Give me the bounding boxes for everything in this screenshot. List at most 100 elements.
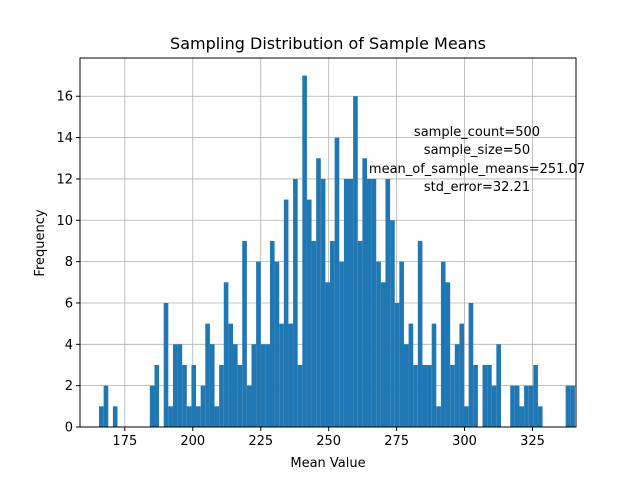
chart-title: Sampling Distribution of Sample Means bbox=[170, 34, 486, 53]
y-tick-label: 4 bbox=[65, 338, 73, 353]
x-tick-label: 325 bbox=[520, 434, 545, 449]
histogram-bar bbox=[570, 385, 575, 427]
histogram-bar bbox=[565, 385, 571, 427]
histogram-bar bbox=[177, 344, 183, 427]
histogram-bar bbox=[112, 406, 118, 427]
x-tick-label: 250 bbox=[316, 434, 341, 449]
histogram-bar bbox=[445, 282, 451, 427]
histogram-bar bbox=[514, 385, 520, 427]
histogram-bar bbox=[256, 261, 261, 427]
histogram-bar bbox=[334, 137, 340, 427]
histogram-bar bbox=[376, 261, 381, 427]
histogram-bar bbox=[454, 344, 460, 427]
histogram-bar bbox=[228, 323, 234, 427]
histogram-bar bbox=[367, 178, 372, 427]
y-tick-label: 6 bbox=[65, 296, 73, 311]
histogram-bar bbox=[537, 406, 543, 427]
y-tick-label: 16 bbox=[56, 90, 73, 105]
histogram-bar bbox=[357, 240, 363, 427]
histogram-bar bbox=[510, 385, 515, 427]
x-tick-label: 275 bbox=[384, 434, 409, 449]
histogram-bar bbox=[482, 364, 488, 427]
histogram-bar bbox=[237, 364, 243, 427]
histogram-bar bbox=[436, 406, 441, 427]
y-tick-label: 12 bbox=[56, 172, 73, 187]
stats-annotation: sample_count=500 sample_size=50 mean_of_… bbox=[369, 125, 585, 195]
histogram-bar bbox=[339, 261, 344, 427]
histogram-bar bbox=[154, 364, 160, 427]
histogram-bar bbox=[408, 323, 414, 427]
histogram-bar bbox=[186, 406, 192, 427]
histogram-bar bbox=[533, 364, 538, 427]
y-axis-ticks: 0 2 4 6 8 10 12 14 16 bbox=[56, 90, 80, 436]
histogram-bar bbox=[464, 406, 469, 427]
histogram-bar bbox=[149, 385, 155, 427]
histogram-bar bbox=[297, 364, 303, 427]
histogram-bar bbox=[283, 199, 289, 427]
histogram-bar bbox=[496, 344, 501, 427]
histogram-bar bbox=[306, 199, 312, 427]
histogram-bar bbox=[251, 344, 257, 427]
histogram-bar bbox=[431, 323, 437, 427]
y-tick-label: 0 bbox=[65, 421, 73, 436]
histogram-bar bbox=[371, 178, 377, 427]
histogram-bar bbox=[302, 75, 307, 428]
histogram-bar bbox=[200, 385, 206, 427]
y-axis-label: Frequency bbox=[33, 209, 48, 276]
histogram-bar bbox=[385, 178, 391, 427]
x-axis-ticks: 175 200 225 250 275 300 325 bbox=[112, 427, 545, 449]
x-tick-label: 300 bbox=[452, 434, 477, 449]
histogram-bar bbox=[399, 261, 404, 427]
histogram-bar bbox=[311, 240, 317, 427]
histogram-bar bbox=[427, 364, 432, 427]
histogram-bar bbox=[348, 178, 354, 427]
histogram-bar bbox=[413, 364, 418, 427]
histogram-bar bbox=[440, 261, 446, 427]
histogram-bar bbox=[473, 364, 478, 427]
histogram-bar bbox=[265, 344, 270, 427]
histogram-bar bbox=[343, 178, 349, 427]
y-tick-label: 10 bbox=[56, 214, 73, 229]
histogram-bar bbox=[320, 178, 326, 427]
x-tick-label: 200 bbox=[180, 434, 205, 449]
histogram-bar bbox=[246, 385, 252, 427]
histogram-bar bbox=[403, 344, 409, 427]
histogram-bar bbox=[394, 302, 400, 427]
histogram-bars bbox=[99, 75, 575, 428]
histogram-bar bbox=[380, 282, 386, 427]
histogram-bar bbox=[269, 240, 275, 427]
histogram-bar bbox=[528, 385, 534, 427]
histogram-bar bbox=[316, 158, 321, 427]
annotation-sample-size: sample_size=50 bbox=[424, 143, 530, 158]
histogram-bar bbox=[99, 406, 104, 427]
histogram-bar bbox=[459, 323, 465, 427]
histogram-bar bbox=[103, 385, 109, 427]
histogram-bar bbox=[524, 385, 529, 427]
histogram-bar bbox=[487, 364, 492, 427]
x-tick-label: 225 bbox=[248, 434, 273, 449]
histogram-bar bbox=[223, 282, 229, 427]
annotation-sample-count: sample_count=500 bbox=[414, 125, 540, 140]
histogram-bar bbox=[196, 406, 201, 427]
histogram-bar bbox=[353, 96, 358, 427]
histogram-bar bbox=[168, 406, 173, 427]
plot-frame bbox=[79, 57, 577, 428]
y-tick-label: 2 bbox=[65, 379, 73, 394]
x-axis-label: Mean Value bbox=[290, 456, 365, 471]
histogram-bar bbox=[325, 282, 331, 427]
annotation-std-error: std_error=32.21 bbox=[424, 180, 530, 195]
histogram-bar bbox=[163, 302, 169, 427]
histogram-bar bbox=[450, 364, 455, 427]
histogram-bar bbox=[422, 364, 428, 427]
histogram-bar bbox=[233, 344, 238, 427]
histogram-bar bbox=[172, 344, 178, 427]
histogram-bar bbox=[182, 364, 187, 427]
histogram-bar bbox=[279, 323, 284, 427]
histogram-bar bbox=[330, 240, 335, 427]
histogram-bar bbox=[260, 344, 266, 427]
histogram-bar bbox=[274, 261, 280, 427]
histogram-bar bbox=[288, 323, 294, 427]
histogram-bar bbox=[491, 385, 497, 427]
histogram-bar bbox=[468, 302, 474, 427]
